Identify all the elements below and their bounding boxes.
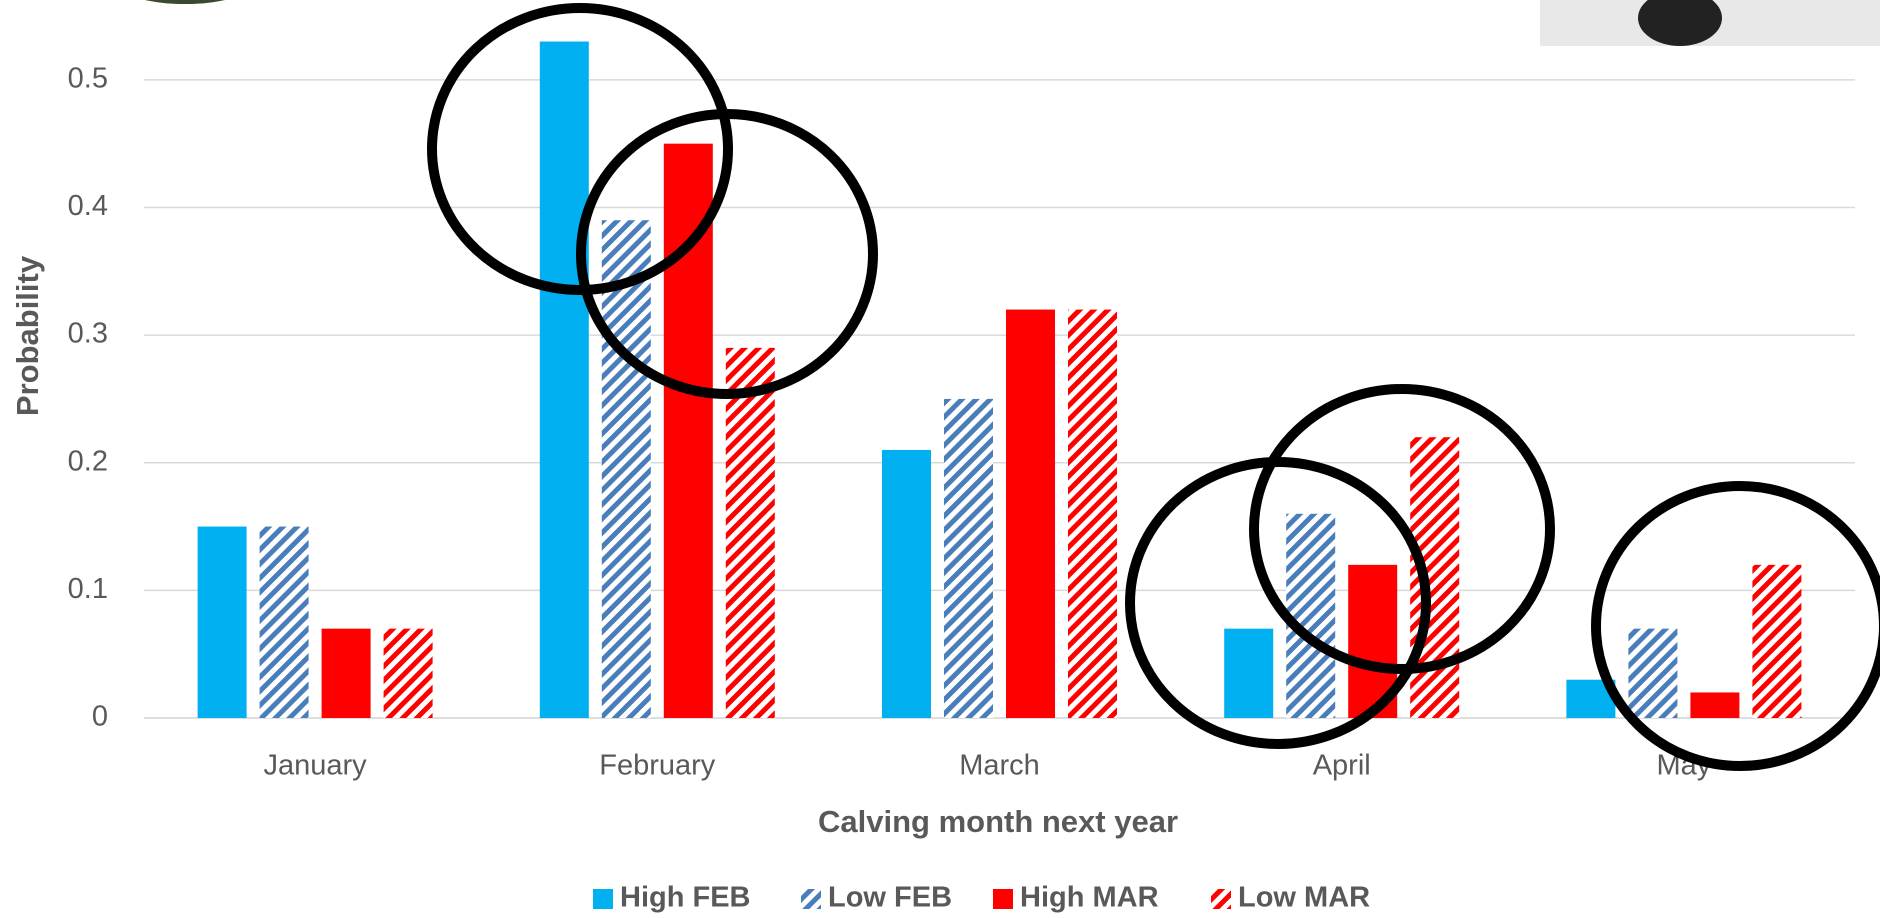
legend-item: High FEB <box>593 882 751 914</box>
photo-fragment <box>144 0 226 4</box>
bar <box>1068 309 1117 718</box>
annotation-circle <box>1125 457 1431 749</box>
annotation-circle <box>576 109 878 399</box>
legend-swatch <box>593 889 613 909</box>
bar <box>1752 564 1802 718</box>
legend-item: Low MAR <box>1211 882 1370 914</box>
photo-fragment <box>1638 0 1722 46</box>
legend-label: Low FEB <box>828 882 952 914</box>
x-tick-label: March <box>959 750 1040 782</box>
bar <box>882 449 931 718</box>
legend-label: High FEB <box>620 882 751 914</box>
bar <box>197 526 247 718</box>
legend-item: High MAR <box>993 882 1159 914</box>
x-tick-label: January <box>264 750 368 782</box>
y-tick-label: 0 <box>92 701 108 733</box>
x-tick-label: February <box>599 750 716 782</box>
bar <box>383 628 433 718</box>
legend-label: High MAR <box>1020 882 1159 914</box>
y-tick-label: 0.1 <box>68 573 108 605</box>
bar <box>259 526 309 718</box>
bar <box>539 41 589 718</box>
bar <box>1286 513 1336 718</box>
bar <box>1628 628 1678 718</box>
legend-swatch <box>1211 889 1231 909</box>
y-tick-label: 0.5 <box>68 62 108 94</box>
x-tick-label: April <box>1313 750 1371 782</box>
legend-label: Low MAR <box>1238 882 1370 914</box>
bar <box>944 398 993 718</box>
bar <box>1224 628 1274 718</box>
y-tick-label: 0.2 <box>68 445 108 477</box>
bar <box>1690 692 1740 718</box>
y-tick-label: 0.3 <box>68 318 108 350</box>
x-axis-title: Calving month next year <box>818 804 1178 839</box>
legend-swatch <box>801 889 821 909</box>
y-tick-label: 0.4 <box>68 190 108 222</box>
annotation-circle <box>1591 481 1880 771</box>
bar <box>1006 309 1055 718</box>
y-axis-title: Probability <box>10 255 45 416</box>
legend-swatch <box>993 889 1013 909</box>
annotation-circle <box>1249 384 1555 674</box>
bar <box>321 628 371 718</box>
bar <box>725 347 775 718</box>
legend-item: Low FEB <box>801 882 952 914</box>
annotation-circles <box>427 3 1880 771</box>
annotation-circle <box>427 3 733 295</box>
bar <box>601 220 651 718</box>
bar <box>1410 437 1460 718</box>
